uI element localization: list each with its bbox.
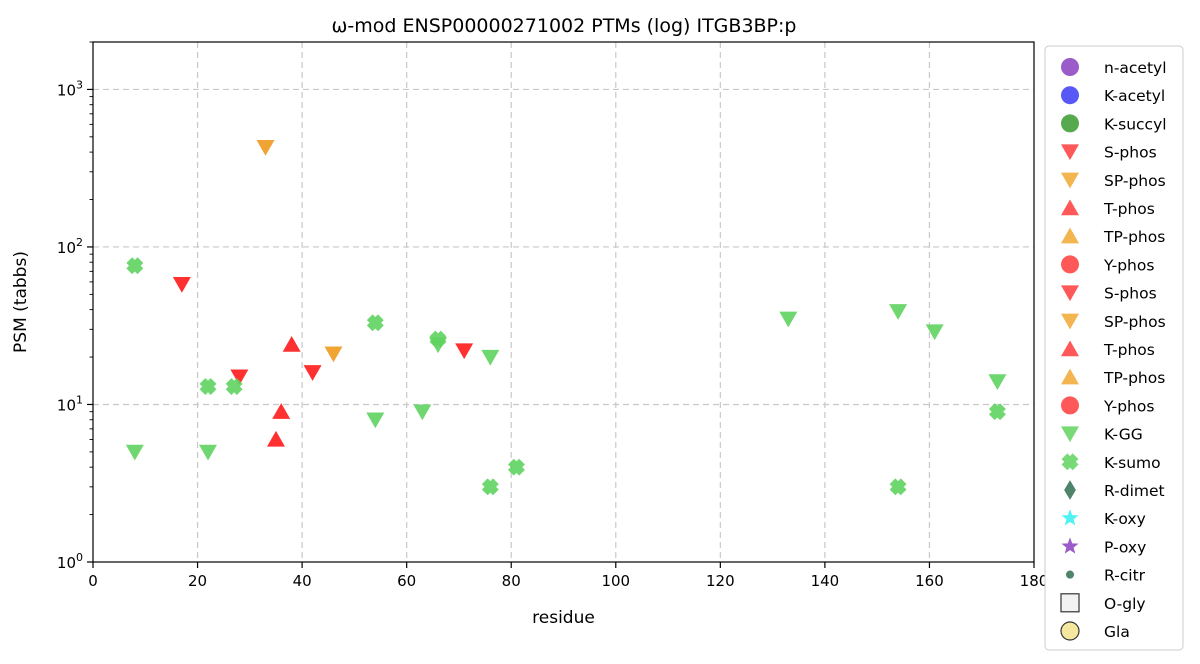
legend-marker-t-phos	[1061, 340, 1079, 357]
legend-marker-n-acetyl	[1061, 58, 1079, 76]
point-sp-phos	[324, 346, 343, 363]
legend-marker-s-phos	[1061, 144, 1079, 161]
x-tick-label: 180	[1020, 572, 1049, 590]
legend-label: R-citr	[1104, 567, 1146, 585]
legend-marker-k-gg	[1061, 426, 1079, 443]
point-k-gg	[413, 404, 432, 421]
point-s-phos	[303, 365, 322, 381]
legend-marker-r-citr	[1065, 570, 1075, 579]
point-t-phos	[272, 403, 291, 419]
point-k-gg	[199, 444, 218, 461]
legend-label: K-GG	[1104, 426, 1143, 444]
x-tick-label: 120	[706, 572, 735, 590]
x-tick-label: 80	[502, 572, 521, 590]
legend-label: SP-phos	[1104, 172, 1166, 190]
point-k-gg	[889, 304, 908, 320]
y-axis-label: PSM (tabbs)	[11, 251, 31, 353]
legend-marker-k-succyl	[1061, 114, 1079, 133]
x-tick-label: 160	[915, 572, 944, 590]
legend-marker-p-oxy	[1061, 537, 1079, 554]
legend-marker-s-phos	[1061, 285, 1079, 302]
legend-label: O-gly	[1104, 595, 1146, 613]
legend-marker-gla	[1060, 621, 1080, 641]
x-tick-label: 20	[188, 572, 207, 590]
x-tick-label: 100	[601, 572, 630, 590]
legend-label: T-phos	[1103, 200, 1155, 218]
y-tick-label: 101	[57, 393, 83, 414]
legend-marker-k-acetyl	[1061, 86, 1079, 105]
legend-marker-sp-phos	[1061, 313, 1079, 330]
point-s-phos	[172, 277, 191, 293]
point-k-sumo	[889, 478, 907, 496]
legend-label: n-acetyl	[1104, 59, 1167, 77]
grid-lines	[93, 42, 1034, 562]
legend-marker-r-dimet	[1064, 480, 1076, 500]
y-tick-label: 103	[57, 78, 83, 99]
legend-label: T-phos	[1103, 341, 1155, 359]
point-k-gg	[125, 444, 144, 461]
point-k-gg	[779, 311, 798, 328]
legend-label: K-sumo	[1104, 454, 1161, 472]
point-k-gg	[925, 324, 944, 341]
legend-label: SP-phos	[1104, 313, 1166, 331]
legend-marker-y-phos	[1061, 255, 1079, 274]
y-tick-label: 102	[57, 236, 83, 257]
point-k-gg	[988, 374, 1007, 391]
legend-label: TP-phos	[1103, 228, 1165, 246]
legend-marker-k-sumo	[1061, 453, 1079, 471]
point-sp-phos	[256, 139, 275, 156]
point-s-phos	[455, 343, 474, 360]
point-k-sumo	[429, 330, 447, 348]
y-ticks: 100 101 102 103	[57, 41, 93, 572]
point-k-sumo	[225, 378, 243, 395]
legend-label: R-dimet	[1104, 482, 1165, 500]
point-k-sumo	[507, 458, 525, 476]
x-tick-label: 140	[811, 572, 840, 590]
legend-marker-tp-phos	[1061, 227, 1079, 244]
point-k-sumo	[199, 378, 217, 395]
legend-label: Y-phos	[1103, 397, 1154, 415]
legend: n-acetyl K-acetyl K-succyl S-phos SP-phos T-p…	[1044, 45, 1184, 651]
y-tick-label: 100	[57, 551, 83, 572]
x-tick-label: 40	[293, 572, 312, 590]
x-axis-label: residue	[532, 608, 595, 628]
legend-label: Y-phos	[1103, 256, 1154, 274]
legend-marker-t-phos	[1061, 199, 1079, 216]
legend-label: K-oxy	[1104, 510, 1146, 528]
point-k-gg	[481, 349, 500, 366]
point-k-gg	[366, 412, 385, 429]
x-tick-label: 0	[88, 572, 98, 590]
point-k-sumo	[481, 478, 499, 496]
x-ticks: 0 20 40 60 80 100 120 140 160 180	[88, 562, 1048, 590]
point-k-sumo	[988, 403, 1006, 421]
point-k-sumo	[126, 257, 144, 275]
legend-marker-sp-phos	[1061, 172, 1079, 189]
plot-frame	[92, 41, 1035, 563]
legend-label: K-succyl	[1104, 115, 1167, 133]
point-s-phos	[230, 369, 249, 386]
legend-frame	[1044, 45, 1184, 651]
legend-marker-tp-phos	[1061, 368, 1079, 385]
legend-label: Gla	[1104, 623, 1130, 641]
legend-label: K-acetyl	[1104, 87, 1165, 105]
legend-marker-y-phos	[1061, 396, 1079, 415]
legend-label: S-phos	[1104, 285, 1157, 303]
legend-label: TP-phos	[1103, 369, 1165, 387]
legend-label: S-phos	[1104, 144, 1157, 162]
point-t-phos	[266, 430, 285, 447]
legend-marker-o-gly	[1060, 593, 1080, 613]
legend-label: P-oxy	[1104, 538, 1146, 556]
data-points	[125, 139, 1007, 496]
point-t-phos	[282, 336, 301, 352]
point-k-sumo	[366, 314, 384, 332]
legend-marker-k-oxy	[1061, 509, 1079, 526]
x-tick-label: 60	[397, 572, 416, 590]
chart-title: ω-mod ENSP00000271002 PTMs (log) ITGB3BP…	[332, 15, 797, 37]
